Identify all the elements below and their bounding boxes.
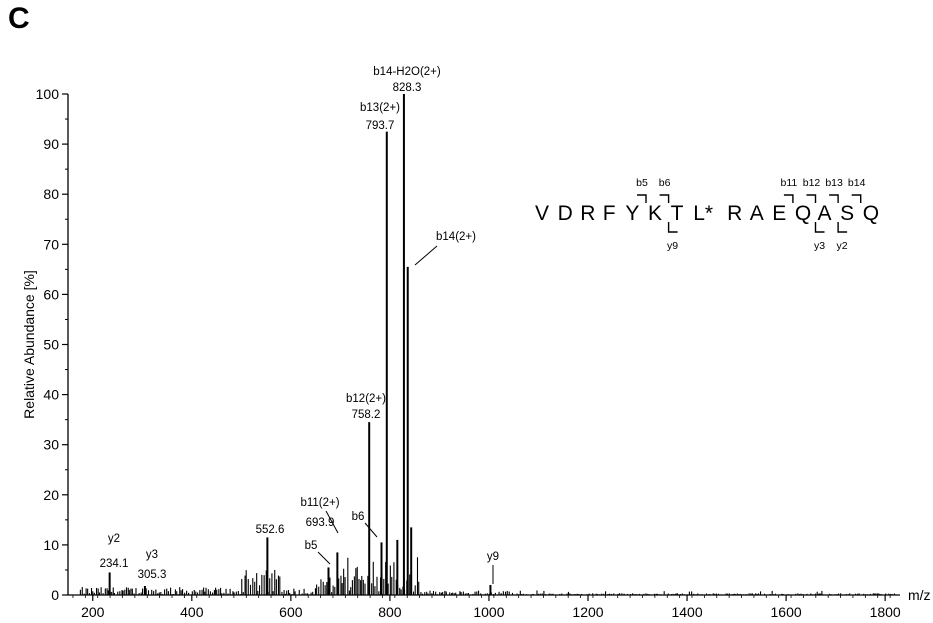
y-tick-label: 10 (43, 537, 59, 553)
leader-b11 (325, 510, 339, 534)
x-tick-label: 1000 (473, 604, 504, 620)
y-tick-label: 0 (51, 587, 59, 603)
y-axis-label: Relative Abundance [%] (21, 270, 37, 419)
y-tick-label: 60 (43, 286, 59, 302)
b-ion-bracket (637, 194, 647, 203)
sequence-residue: R (727, 202, 742, 225)
b-ion-label: b14 (848, 177, 866, 189)
b-ion-bracket (851, 194, 862, 203)
sequence-residue: Y (625, 202, 639, 225)
y-tick-label: 90 (43, 136, 59, 152)
x-tick-label: 1200 (572, 604, 603, 620)
peak-label-b11: 693.9 (306, 517, 335, 529)
peak-label-y3: y3 (146, 549, 158, 561)
peak-label-y2: y2 (108, 533, 120, 545)
sequence-residue: D (558, 202, 573, 225)
leader-b14 (414, 245, 438, 266)
y-ion-bracket (667, 222, 678, 233)
peak-label-b14-h2o: 828.3 (393, 82, 422, 94)
sequence-residue: A (750, 202, 764, 225)
sequence-residue: Q (863, 202, 879, 225)
y-tick-label: 100 (36, 86, 60, 102)
peak-label-y2: 234.1 (100, 558, 129, 570)
b-ion-bracket (783, 194, 794, 203)
b-ion-label: b6 (659, 177, 671, 189)
x-tick-label: 400 (180, 604, 204, 620)
b-ion-label: b13 (825, 177, 843, 189)
b-ion-label: b12 (803, 177, 821, 189)
b-ion-bracket (659, 194, 670, 203)
leader-b5 (317, 551, 331, 565)
sequence-residue: L* (693, 202, 713, 225)
y-ion-label: y3 (814, 240, 825, 252)
sequence-residue: S (840, 202, 854, 225)
b-ion-bracket (829, 194, 839, 203)
peak-label-b13: 793.7 (366, 120, 395, 132)
peak-label-b14-h2o: b14-H2O(2+) (373, 66, 441, 78)
peak-annotations: y2 234.1 y3 305.3 552.6 b5 b11(2+) 693.9 b6 b12(2… (100, 66, 499, 584)
x-tick-label: 1600 (771, 604, 802, 620)
panel-letter: C (8, 2, 30, 35)
x-tick-label: 1800 (870, 604, 901, 620)
peak-label-b13: b13(2+) (360, 102, 400, 114)
x-tick-label: 800 (378, 604, 402, 620)
sequence-residue: T (671, 202, 684, 225)
x-tick-label: 200 (81, 604, 105, 620)
sequence-residue: Q (795, 202, 811, 225)
y-ion-label: y9 (667, 240, 678, 252)
leader-b6 (364, 522, 378, 538)
y-ion-bracket (814, 222, 825, 233)
x-axis-label: m/z (908, 587, 931, 603)
y-tick-label: 70 (43, 236, 59, 252)
peak-label-y9: y9 (487, 551, 499, 563)
peak-label-b6: b6 (352, 511, 365, 523)
peak-label-b14: b14(2+) (436, 231, 476, 243)
sequence-residue: R (580, 202, 595, 225)
peak-label-y3: 305.3 (138, 569, 167, 581)
major-peaks (108, 94, 492, 595)
axes: 0 10 20 30 40 50 60 70 80 90 100 200 400 600 800 1000 12… (21, 86, 931, 620)
sequence-residue: V (535, 202, 549, 225)
peak-label-552: 552.6 (256, 524, 285, 536)
b-ion-label: b11 (781, 177, 798, 189)
y-ion-bracket (837, 222, 848, 233)
sequence-residue: E (772, 202, 786, 225)
sequence-residue: A (818, 202, 832, 225)
y-tick-label: 50 (43, 337, 59, 353)
peak-label-b11: b11(2+) (300, 497, 339, 509)
y-tick-label: 80 (43, 186, 59, 202)
x-tick-label: 600 (279, 604, 303, 620)
y-tick-label: 30 (43, 437, 59, 453)
y-tick-label: 40 (43, 387, 59, 403)
x-tick-label: 1400 (671, 604, 702, 620)
sequence-residue: F (603, 202, 616, 225)
sequence-residue: K (648, 202, 662, 225)
peak-label-b12: b12(2+) (346, 393, 386, 405)
peak-label-b5: b5 (305, 540, 318, 552)
b-ion-bracket (806, 194, 817, 203)
peak-label-b12: 758.2 (352, 409, 381, 421)
b-ion-label: b5 (636, 177, 648, 189)
y-ion-label: y2 (837, 240, 848, 252)
y-tick-label: 20 (43, 487, 59, 503)
